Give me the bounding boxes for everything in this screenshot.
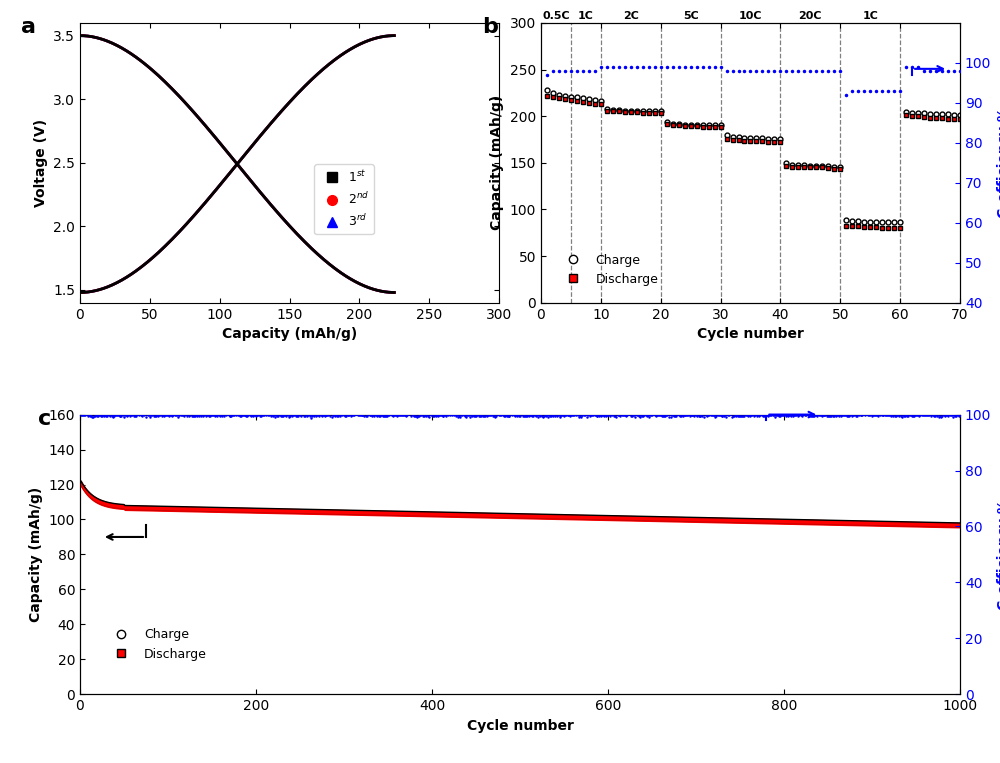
Text: 2C: 2C	[623, 11, 639, 21]
Text: b: b	[482, 18, 498, 37]
Text: c: c	[38, 409, 51, 429]
Y-axis label: Capacity (mAh/g): Capacity (mAh/g)	[490, 95, 504, 230]
Legend: 1$^{st}$, 2$^{nd}$, 3$^{rd}$: 1$^{st}$, 2$^{nd}$, 3$^{rd}$	[314, 164, 374, 234]
X-axis label: Cycle number: Cycle number	[467, 719, 573, 732]
Y-axis label: Voltage (V): Voltage (V)	[34, 119, 48, 207]
Text: a: a	[21, 18, 36, 37]
Text: 10C: 10C	[739, 11, 762, 21]
Legend: Charge, Discharge: Charge, Discharge	[556, 249, 663, 291]
Text: 1C: 1C	[578, 11, 594, 21]
Text: 20C: 20C	[799, 11, 822, 21]
Y-axis label: C-efficiency %: C-efficiency %	[997, 108, 1000, 218]
Legend: Charge, Discharge: Charge, Discharge	[104, 623, 212, 665]
Text: 1C: 1C	[862, 11, 878, 21]
X-axis label: Cycle number: Cycle number	[697, 327, 804, 341]
Y-axis label: Capacity (mAh/g): Capacity (mAh/g)	[29, 487, 43, 622]
X-axis label: Capacity (mAh/g): Capacity (mAh/g)	[222, 327, 357, 341]
Text: 5C: 5C	[683, 11, 698, 21]
Text: 0.5C: 0.5C	[542, 11, 570, 21]
Y-axis label: C-efficiency %: C-efficiency %	[997, 499, 1000, 610]
